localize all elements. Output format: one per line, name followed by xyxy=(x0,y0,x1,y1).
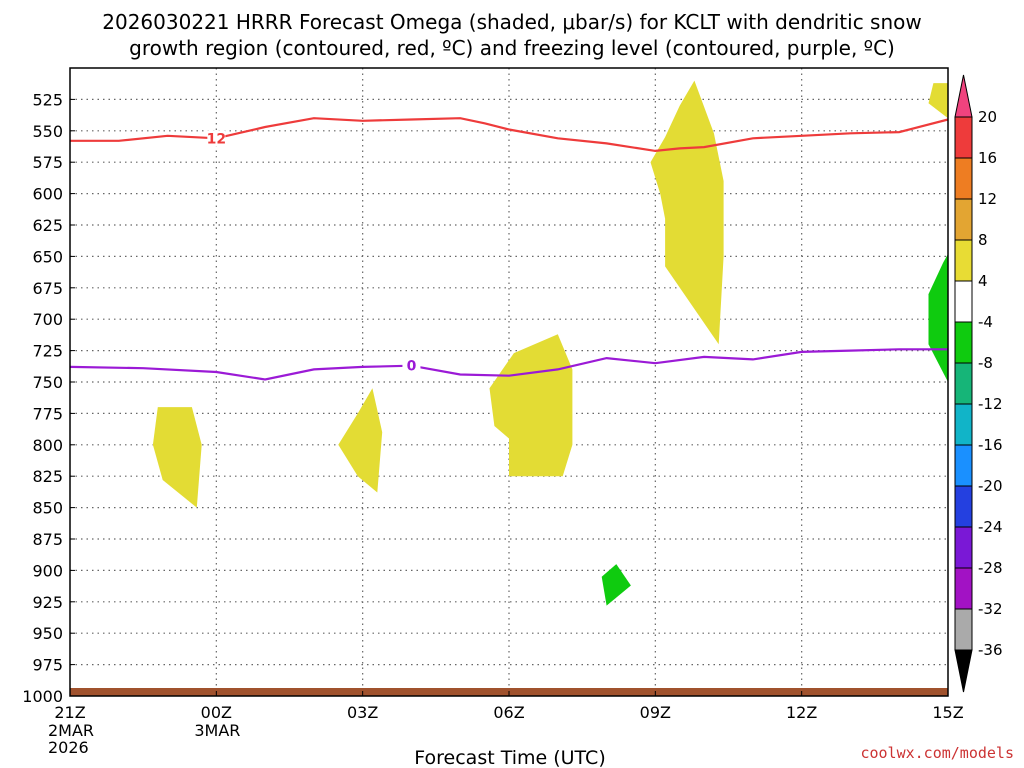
x-axis-title: Forecast Time (UTC) xyxy=(414,747,605,768)
colorbar-label: 4 xyxy=(978,272,988,290)
y-axis-ticks: 525 550 575 600 625 650 675 700 725 750 775 800 825 8… xyxy=(22,90,75,706)
colorbar-box xyxy=(954,116,973,159)
colorbar-box xyxy=(954,239,973,282)
contour-label: 12 xyxy=(207,131,226,147)
y-tick-label: 750 xyxy=(32,373,63,392)
omega-region xyxy=(601,564,631,606)
y-tick-label: 850 xyxy=(32,499,63,518)
x-tick-label: 21Z xyxy=(54,703,85,722)
y-tick-label: 925 xyxy=(32,593,63,612)
y-tick-label: 1000 xyxy=(22,687,63,706)
omega-region xyxy=(338,388,383,493)
colorbar-box xyxy=(954,198,973,241)
x-tick-date: 2MAR xyxy=(48,721,94,740)
colorbar-label: -36 xyxy=(978,641,1003,659)
colorbar-label: -16 xyxy=(978,436,1003,454)
colorbar-label: -8 xyxy=(978,354,993,372)
y-tick-label: 700 xyxy=(32,310,63,329)
colorbar-box xyxy=(954,526,973,569)
y-tick-label: 775 xyxy=(32,404,63,423)
colorbar-bottom-arrow xyxy=(954,649,973,693)
y-tick-label: 600 xyxy=(32,185,63,204)
y-tick-label: 625 xyxy=(32,216,63,235)
y-tick-label: 650 xyxy=(32,247,63,266)
colorbar-box xyxy=(954,567,973,610)
title-line-1: 2026030221 HRRR Forecast Omega (shaded, … xyxy=(102,10,921,34)
y-tick-label: 575 xyxy=(32,153,63,172)
colorbar-box xyxy=(954,485,973,528)
y-tick-label: 975 xyxy=(32,656,63,675)
colorbar-label: -28 xyxy=(978,559,1003,577)
colorbar-label: -24 xyxy=(978,518,1003,536)
y-tick-label: 725 xyxy=(32,342,63,361)
x-tick-date: 3MAR xyxy=(194,721,240,740)
x-tick-label: 15Z xyxy=(932,703,963,722)
colorbar-box xyxy=(954,403,973,446)
colorbar-label: -32 xyxy=(978,600,1003,618)
colorbar-label: -20 xyxy=(978,477,1003,495)
y-tick-label: 550 xyxy=(32,122,63,141)
omega-region xyxy=(489,334,573,477)
colorbar: 20 16 12 8 4 -4 -8 -12 -16 -20 -24 -28 -32 -36 xyxy=(954,74,1003,693)
x-tick-label: 03Z xyxy=(347,703,378,722)
credit-link[interactable]: coolwx.com/models xyxy=(860,744,1014,762)
omega-region xyxy=(928,253,948,382)
grid xyxy=(70,68,948,696)
colorbar-label: -4 xyxy=(978,313,993,331)
colorbar-label: 8 xyxy=(978,231,988,249)
y-tick-label: 875 xyxy=(32,530,63,549)
colorbar-top-arrow xyxy=(954,74,973,118)
colorbar-box xyxy=(954,280,973,323)
x-tick-label: 00Z xyxy=(201,703,232,722)
x-tick-label: 12Z xyxy=(786,703,817,722)
colorbar-box xyxy=(954,362,973,405)
x-tick-year: 2026 xyxy=(48,738,89,757)
colorbar-label: -12 xyxy=(978,395,1003,413)
colorbar-box xyxy=(954,321,973,364)
y-tick-label: 950 xyxy=(32,624,63,643)
omega-region xyxy=(152,407,202,508)
y-tick-label: 800 xyxy=(32,436,63,455)
y-tick-label: 675 xyxy=(32,279,63,298)
y-tick-label: 900 xyxy=(32,561,63,580)
omega-region xyxy=(650,80,724,345)
colorbar-box xyxy=(954,444,973,487)
contour-lines: 12 0 xyxy=(69,117,949,381)
title-line-2: growth region (contoured, red, ºC) and f… xyxy=(129,36,895,60)
contour-label-bg xyxy=(207,130,226,147)
colorbar-label: 20 xyxy=(978,108,997,126)
x-tick-label: 06Z xyxy=(493,703,524,722)
omega-region xyxy=(928,83,948,119)
y-tick-label: 525 xyxy=(32,90,63,109)
colorbar-label: 12 xyxy=(978,190,997,208)
contour-label: 0 xyxy=(407,359,417,375)
y-tick-label: 825 xyxy=(32,467,63,486)
x-tick-label: 09Z xyxy=(640,703,671,722)
colorbar-box xyxy=(954,608,973,651)
contour-line xyxy=(69,348,948,381)
colorbar-box xyxy=(954,157,973,200)
colorbar-label: 16 xyxy=(978,149,997,167)
contour-line xyxy=(70,117,949,153)
omega-shading xyxy=(152,80,948,606)
contour-label-bg xyxy=(402,357,421,374)
